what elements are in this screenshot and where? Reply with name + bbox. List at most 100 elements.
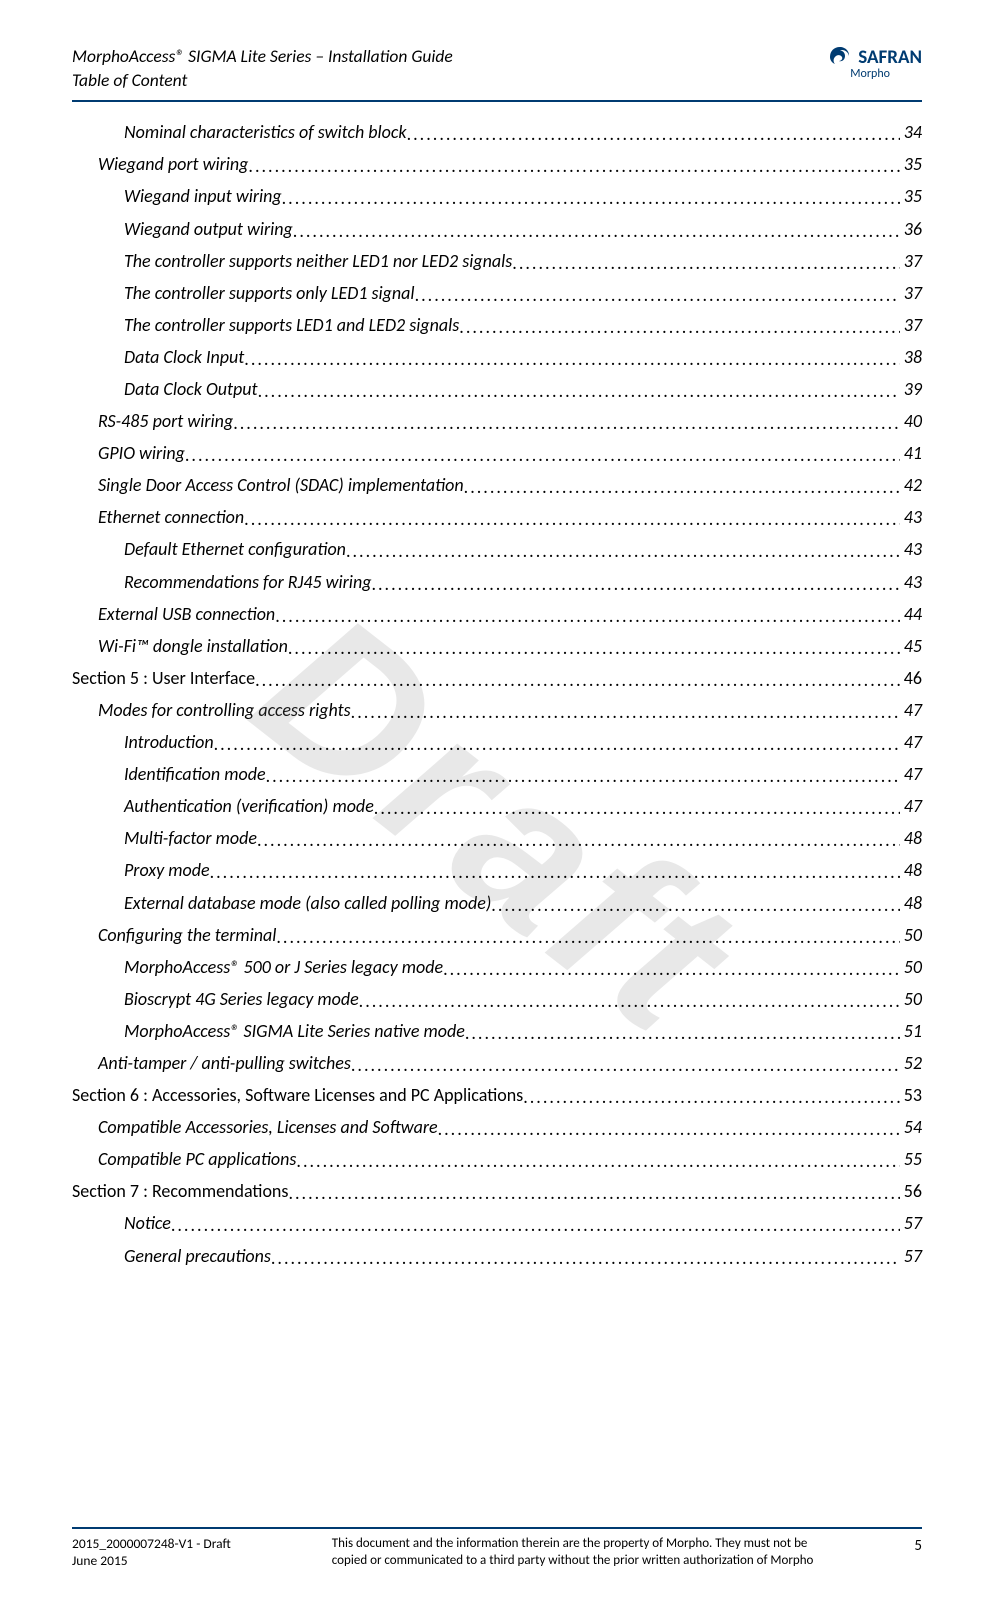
toc-entry-page: 46 (900, 668, 922, 690)
toc-entry-text: Notice (124, 1213, 171, 1235)
toc-leader-dots (459, 317, 899, 339)
toc-entry-page: 54 (900, 1117, 922, 1139)
toc-entry-text: Modes for controlling access rights (98, 700, 351, 722)
toc-entry-text: Section 5 : User Interface (72, 668, 255, 690)
toc-entry-page: 37 (900, 283, 922, 305)
toc-entry: Data Clock Output39 (72, 379, 922, 401)
footer-content: 2015_2000007248-V1 - Draft June 2015 Thi… (72, 1535, 922, 1570)
morpho-sub-text: Morpho (850, 67, 922, 81)
toc-entry-text: Multi-factor mode (124, 828, 257, 850)
toc-leader-dots (512, 253, 899, 275)
toc-entry: Bioscrypt 4G Series legacy mode 50 (72, 989, 922, 1011)
toc-entry-page: 44 (900, 604, 922, 626)
toc-entry-page: 40 (900, 411, 922, 433)
toc-entry-text: MorphoAccess® 500 or J Series legacy mod… (124, 957, 443, 979)
footer-center: This document and the information therei… (314, 1535, 832, 1570)
toc-entry: RS-485 port wiring 40 (72, 411, 922, 433)
toc-entry: Wi-Fi™ dongle installation45 (72, 636, 922, 658)
footer-rule (72, 1527, 922, 1529)
toc-entry: MorphoAccess® SIGMA Lite Series native m… (72, 1021, 922, 1043)
footer-left: 2015_2000007248-V1 - Draft June 2015 (72, 1535, 231, 1569)
toc-leader-dots (276, 927, 899, 949)
toc-entry-page: 50 (900, 989, 922, 1011)
toc-leader-dots (523, 1087, 900, 1109)
toc-entry-text: Proxy mode (124, 860, 210, 882)
toc-entry-text: Ethernet connection (98, 507, 244, 529)
toc-leader-dots (443, 959, 900, 981)
toc-entry-text: The controller supports neither LED1 nor… (124, 251, 512, 273)
toc-leader-dots (293, 221, 900, 243)
toc-entry-text: External USB connection (98, 604, 275, 626)
toc-entry: Wiegand input wiring 35 (72, 186, 922, 208)
toc-entry: Recommendations for RJ45 wiring43 (72, 572, 922, 594)
toc-entry-text: Introduction (124, 732, 214, 754)
toc-entry: Wiegand output wiring36 (72, 219, 922, 241)
toc-entry-text: Authentication (verification) mode (124, 796, 374, 818)
toc-entry-text: GPIO wiring (98, 443, 185, 465)
toc-entry-text: Nominal characteristics of switch block (124, 122, 407, 144)
toc-entry-text: Default Ethernet configuration (124, 539, 346, 561)
toc-entry-page: 45 (900, 636, 922, 658)
toc-entry-text: Compatible PC applications (98, 1149, 296, 1171)
toc-entry-page: 43 (900, 572, 922, 594)
toc-leader-dots (359, 991, 900, 1013)
doc-subtitle: Table of Content (72, 69, 453, 93)
toc-entry-text: Wiegand input wiring (124, 186, 282, 208)
toc-leader-dots (185, 445, 900, 467)
toc-entry: Introduction 47 (72, 732, 922, 754)
toc-entry-page: 41 (900, 443, 922, 465)
toc-leader-dots (288, 1183, 899, 1205)
toc-entry-text: Wiegand port wiring (98, 154, 248, 176)
toc-entry-page: 53 (900, 1085, 922, 1107)
toc-entry: Nominal characteristics of switch block 3… (72, 122, 922, 144)
toc-entry-page: 52 (900, 1053, 922, 1075)
toc-leader-dots (244, 509, 900, 531)
safran-swirl-icon (828, 45, 852, 69)
toc-entry-page: 57 (900, 1246, 922, 1268)
header-right: SAFRAN Morpho (828, 45, 922, 81)
toc-entry: Proxy mode48 (72, 860, 922, 882)
toc-entry: Section 5 : User Interface 46 (72, 668, 922, 690)
toc-leader-dots (351, 702, 900, 724)
toc-entry: Data Clock Input38 (72, 347, 922, 369)
toc-entry-page: 34 (900, 122, 922, 144)
toc-entry-text: External database mode (also called poll… (124, 893, 491, 915)
toc-entry: Authentication (verification) mode47 (72, 796, 922, 818)
toc-entry-text: Bioscrypt 4G Series legacy mode (124, 989, 359, 1011)
toc-entry-page: 51 (900, 1021, 922, 1043)
toc-entry-page: 55 (900, 1149, 922, 1171)
toc-entry: Multi-factor mode48 (72, 828, 922, 850)
toc-entry: External USB connection 44 (72, 604, 922, 626)
toc-entry: MorphoAccess® 500 or J Series legacy mod… (72, 957, 922, 979)
footer-page-number: 5 (914, 1535, 922, 1555)
toc-entry-page: 35 (900, 154, 922, 176)
safran-logo: SAFRAN (828, 45, 922, 69)
toc-entry: Compatible PC applications 55 (72, 1149, 922, 1171)
toc-leader-dots (214, 734, 900, 756)
toc-leader-dots (407, 124, 900, 146)
toc-entry: Modes for controlling access rights47 (72, 700, 922, 722)
toc-entry-page: 42 (900, 475, 922, 497)
footer-legal-1: This document and the information therei… (332, 1535, 814, 1553)
toc-leader-dots (464, 477, 900, 499)
toc-entry: The controller supports only LED1 signal… (72, 283, 922, 305)
toc-leader-dots (210, 862, 900, 884)
toc-entry: Compatible Accessories, Licenses and Sof… (72, 1117, 922, 1139)
toc-entry-page: 57 (900, 1213, 922, 1235)
toc-entry: General precautions57 (72, 1246, 922, 1268)
toc-entry-page: 43 (900, 507, 922, 529)
toc-entry: Notice 57 (72, 1213, 922, 1235)
footer-date: June 2015 (72, 1552, 231, 1569)
toc-entry: Section 7 : Recommendations 56 (72, 1181, 922, 1203)
doc-title: MorphoAccess® SIGMA Lite Series – Instal… (72, 45, 453, 69)
toc-entry-text: Section 7 : Recommendations (72, 1181, 288, 1203)
toc-leader-dots (296, 1151, 899, 1173)
header-left: MorphoAccess® SIGMA Lite Series – Instal… (72, 45, 453, 92)
toc-leader-dots (233, 413, 900, 435)
toc-leader-dots (248, 156, 899, 178)
toc-entry: GPIO wiring 41 (72, 443, 922, 465)
toc-entry-text: RS-485 port wiring (98, 411, 233, 433)
toc-entry-page: 56 (900, 1181, 922, 1203)
toc-entry-page: 35 (900, 186, 922, 208)
toc-entry-page: 47 (900, 732, 922, 754)
